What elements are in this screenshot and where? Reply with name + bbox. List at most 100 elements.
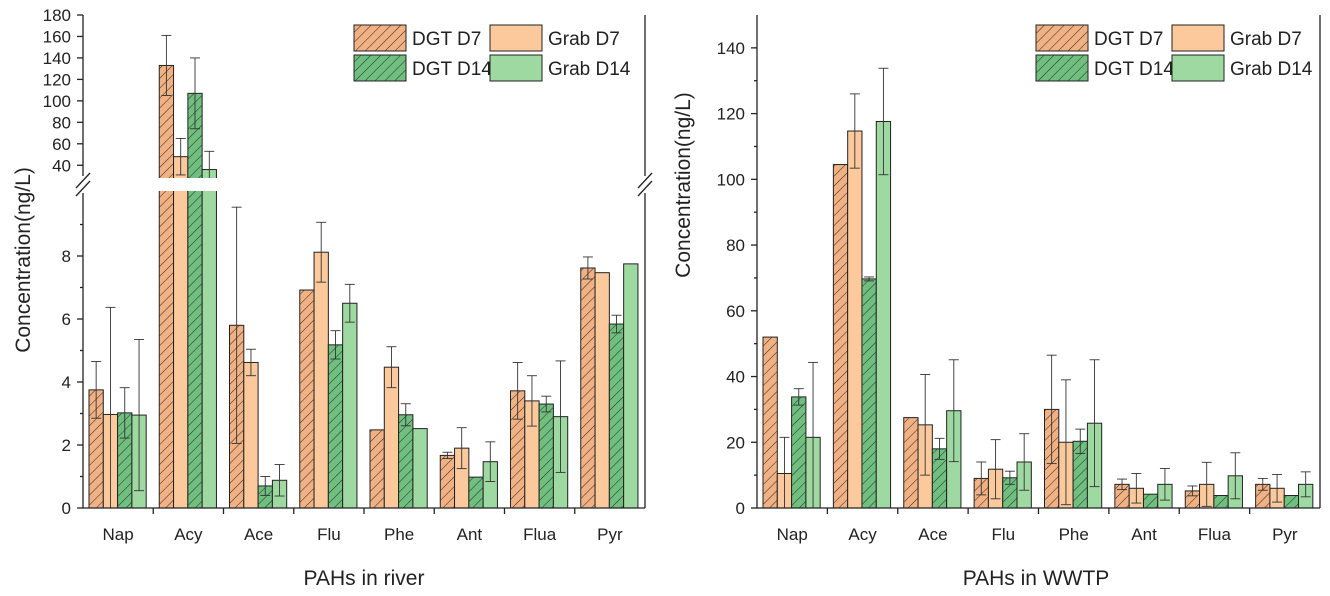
error-bar [1272,474,1283,503]
bar-fill [313,251,329,509]
error-bar [1046,354,1057,465]
error-bar [1230,452,1241,500]
bar-hatch [609,324,624,508]
x-tick-label: Ant [457,525,483,544]
legend-swatch-hatch [354,55,406,81]
bar-grab-d7-acy [173,137,189,509]
bar-dgt-d14-flua [538,395,554,509]
legend-label: DGT D7 [412,29,481,50]
legend-swatch-hatch [1036,25,1088,51]
error-bar [175,137,186,176]
error-bar [260,476,271,496]
y-tick-label: 60 [52,135,71,154]
bar-dgt-d7-flua [510,362,526,509]
bar-hatch [299,290,315,508]
legend-label: DGT D7 [1094,29,1163,50]
error-bar [400,403,411,427]
x-tick-label: Flua [1198,525,1232,544]
y-tick-label: 2 [62,436,71,455]
bar-hatch [791,396,806,508]
y-tick-label: 40 [726,368,745,387]
error-bar [134,339,145,492]
x-tick-label: Phe [1059,525,1089,544]
bar-dgt-d14-flu [327,330,344,509]
bar-grab-d14-nap [131,339,147,509]
legend-swatch [489,24,543,52]
bar-grab-d7-ace [917,374,933,509]
y-tick-label: 0 [736,499,745,518]
error-bar [91,361,102,419]
bar-hatch [763,337,778,508]
bar-grab-d14-flu [1016,433,1032,509]
x-tick-label: Phe [384,525,414,544]
x-tick-label: Ace [244,525,273,544]
bar-grab-d7-ace [243,348,259,509]
y-axis-title: Concentration(ng/L) [672,92,695,278]
error-bar [1131,473,1142,504]
error-bar [1019,433,1030,491]
bar-grab-d7-ant [1128,473,1144,509]
legend-entry-grab-d7: Grab D7 [489,24,620,52]
break-mark-left-a [75,172,91,189]
bar-hatch [833,164,848,508]
y-axis-title: Concentration(ng/L) [12,167,35,353]
bar-hatch [861,278,877,508]
bar-hatch [370,429,385,508]
error-bar [512,362,523,420]
bar-grab-d14-ace [946,359,962,509]
error-bar [793,388,804,406]
error-bar [442,451,453,459]
bar-fill [383,366,400,509]
bar-dgt-d14-phe [398,403,414,509]
x-tick-label: Ace [918,525,947,544]
legend-label: Grab D7 [548,29,620,50]
bar-hatch [187,93,203,508]
x-axis-title: PAHs in WWTP [963,567,1110,590]
error-bar [1089,359,1100,488]
legend-entry-dgt-d7: DGT D7 [1035,24,1163,52]
error-bar [161,34,172,96]
bar-grab-d14-flua [1227,452,1243,509]
legend-label: DGT D14 [412,59,492,80]
error-bar [245,348,256,377]
error-bar [878,67,889,176]
error-bar [1004,470,1015,485]
y-tick-label: 140 [717,39,745,58]
error-bar [119,387,130,439]
bar-grab-d7-nap [102,306,119,509]
break-mark-right-a [637,172,653,189]
bar-dgt-d14-nap [117,387,133,509]
bar-hatch [159,65,174,509]
error-bar [934,437,945,460]
legend-entry-grab-d14: Grab D14 [1171,54,1313,82]
y-tick-label: 20 [726,433,745,452]
bar-dgt-d14-ace [931,437,948,509]
bar-hatch [1185,490,1200,508]
break-mark-left-b [75,180,91,197]
bar-dgt-d14-flu [1002,470,1018,509]
bar-grab-d7-ant [454,427,470,509]
bar-hatch [468,477,484,508]
error-bar [386,346,397,389]
bar-dgt-d14-ant [468,476,484,509]
y-tick-label: 160 [43,27,71,46]
error-bar [582,256,593,280]
bar-dgt-d7-nap [762,336,778,509]
error-bar [456,427,467,470]
error-bar [190,57,200,130]
bar-grab-d7-phe [1058,379,1074,509]
error-bar [555,360,566,473]
bar-fill [847,130,863,509]
y-tick-label: 140 [43,49,71,68]
y-tick-label: 6 [62,310,71,329]
bar-grab-d14-flua [552,360,569,509]
bar-grab-d7-flua [524,375,540,509]
axes [75,14,653,514]
bar-grab-d14-phe [1086,359,1103,509]
legend-swatch-hatch [354,25,406,51]
y-tick-label: 40 [52,156,71,175]
error-bar [1201,461,1212,507]
error-bar [849,93,860,169]
bar-dgt-d14-nap [791,388,807,509]
